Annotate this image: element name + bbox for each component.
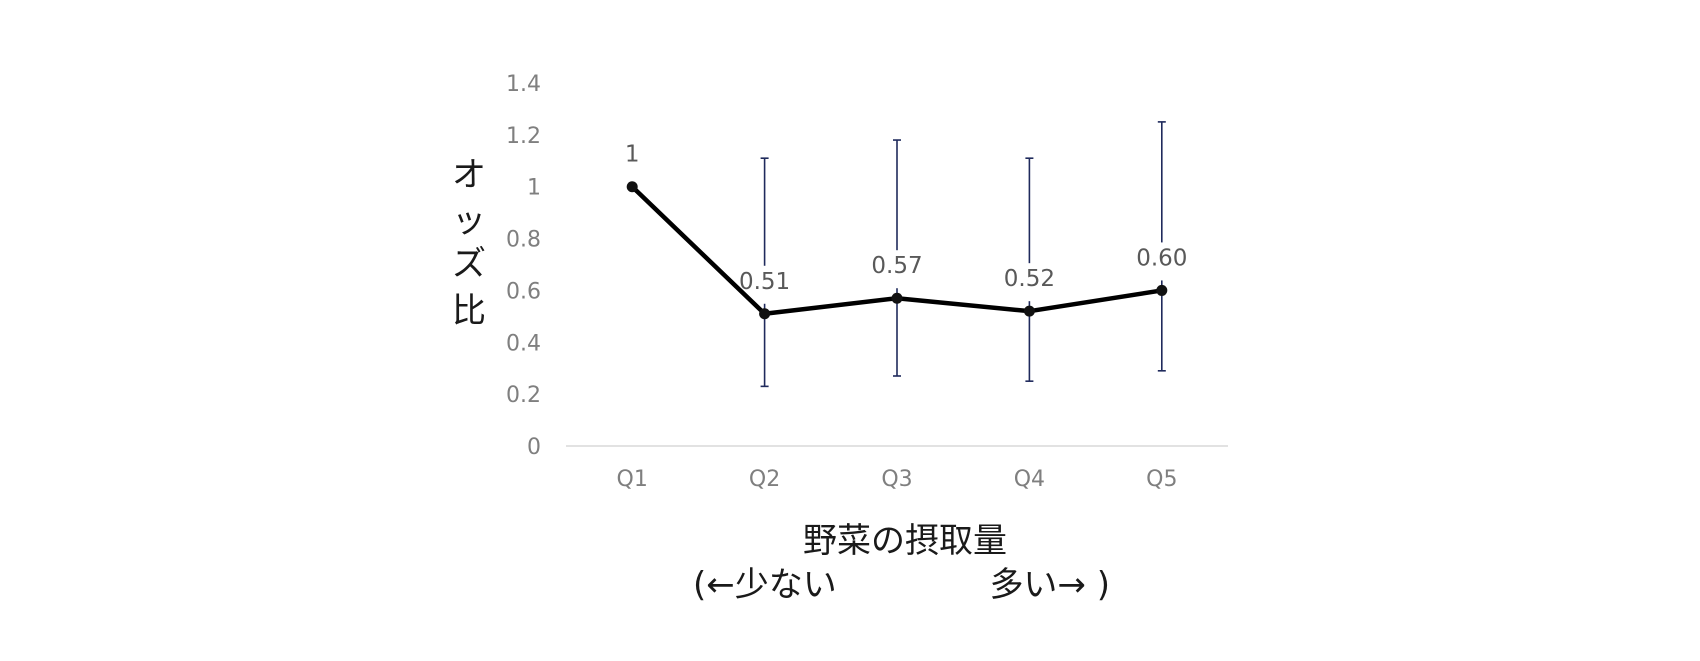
x-tick-label: Q2 — [749, 467, 780, 492]
data-labels: 1 0.51 0.57 0.52 0.60 — [625, 142, 1188, 295]
x-tick-label: Q4 — [1014, 467, 1045, 492]
y-tick-label: 0 — [527, 435, 541, 460]
data-point — [626, 181, 638, 193]
y-axis-label-char: 比 — [452, 291, 486, 331]
data-label: 0.51 — [739, 269, 790, 295]
y-tick-label: 1 — [527, 176, 541, 201]
x-tick-label: Q5 — [1146, 467, 1177, 492]
y-tick-label: 1.2 — [506, 124, 541, 149]
series-line — [626, 181, 1168, 320]
y-axis-label-char: ズ — [452, 244, 486, 284]
data-label: 0.57 — [871, 253, 922, 279]
data-point — [759, 308, 771, 320]
x-tick-label: Q3 — [881, 467, 912, 492]
y-tick-label: 1.4 — [506, 72, 541, 97]
x-axis-label-line2-right: 多い→ ) — [989, 565, 1110, 605]
data-point — [1023, 305, 1035, 317]
y-tick-label: 0.6 — [506, 279, 541, 304]
x-axis-label-line2-left: (←少ない — [693, 565, 837, 605]
error-bars — [760, 121, 1166, 388]
data-point — [891, 292, 903, 304]
data-label: 1 — [625, 142, 640, 168]
y-tick-label: 0.4 — [506, 331, 541, 356]
data-label: 0.60 — [1136, 245, 1187, 271]
data-point — [1156, 284, 1168, 296]
y-axis-label-char: ッ — [452, 201, 486, 241]
data-label: 0.52 — [1004, 266, 1055, 292]
y-axis-ticks: 0 0.2 0.4 0.6 0.8 1 1.2 1.4 — [506, 72, 541, 460]
y-tick-label: 0.8 — [506, 228, 541, 253]
x-axis-label-line1: 野菜の摂取量 — [803, 521, 1007, 561]
x-axis-ticks: Q1 Q2 Q3 Q4 Q5 — [617, 467, 1178, 492]
y-axis-label-char: オ — [452, 155, 486, 195]
y-tick-label: 0.2 — [506, 383, 541, 408]
x-tick-label: Q1 — [617, 467, 648, 492]
